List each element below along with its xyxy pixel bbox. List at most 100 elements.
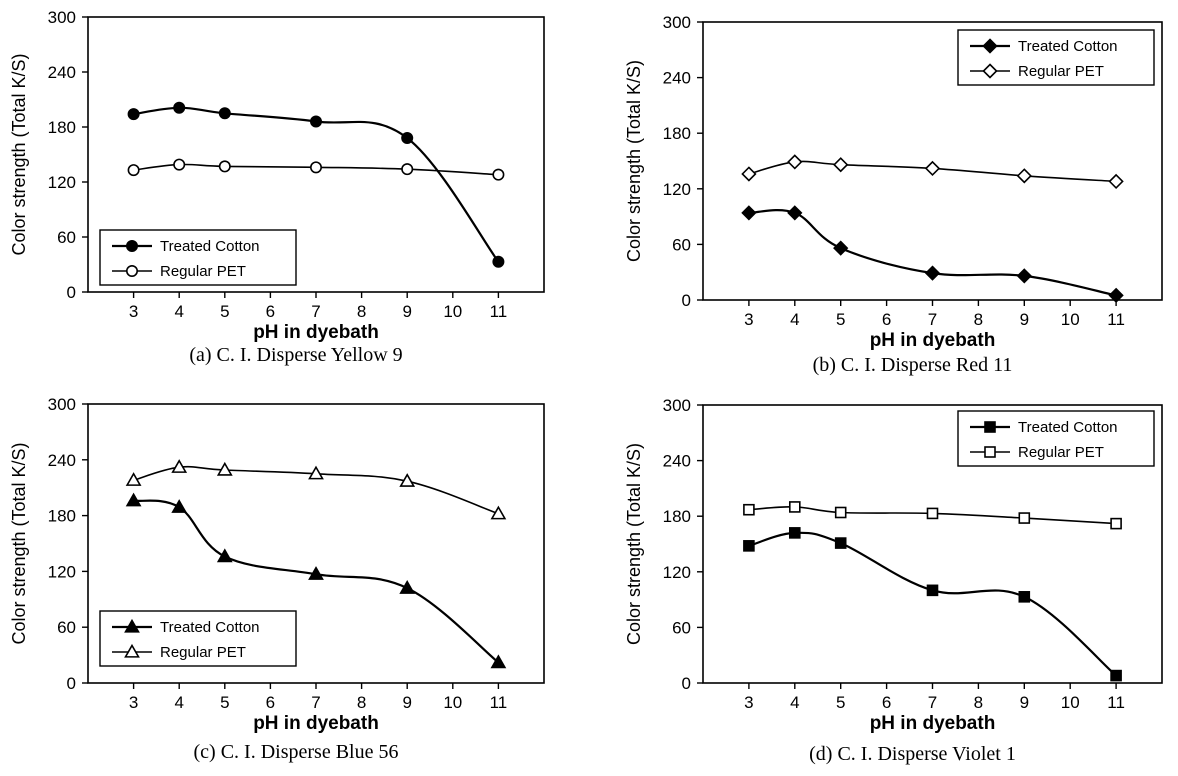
y-axis-label: Color strength (Total K/S) <box>624 60 644 262</box>
legend: Treated Cotton Regular PET <box>957 29 1155 86</box>
x-tick-label: 10 <box>1061 310 1080 329</box>
y-tick-label: 120 <box>663 180 691 199</box>
data-point-series-2 <box>1018 512 1031 524</box>
x-axis-label: pH in dyebath <box>253 322 379 343</box>
data-point-series-1 <box>171 499 188 513</box>
data-point-series-2 <box>743 503 755 516</box>
x-tick-label: 10 <box>1061 693 1080 712</box>
legend-marker <box>126 264 139 277</box>
data-point-series-2 <box>834 506 847 519</box>
y-tick-label: 300 <box>48 8 76 27</box>
data-point-series-1 <box>1016 268 1032 284</box>
y-tick-label: 240 <box>663 452 691 471</box>
y-tick-label: 240 <box>663 69 691 88</box>
data-point-series-1 <box>216 548 233 563</box>
legend-label: Regular PET <box>160 644 246 661</box>
x-tick-label: 7 <box>928 693 937 712</box>
y-axis-label: Color strength (Total K/S) <box>9 53 29 255</box>
x-tick-label: 3 <box>744 693 753 712</box>
legend-marker <box>984 446 996 458</box>
y-tick-label: 60 <box>672 618 691 637</box>
y-tick-label: 60 <box>672 235 691 254</box>
x-tick-label: 9 <box>1020 310 1029 329</box>
data-point-series-1 <box>492 255 505 268</box>
data-point-series-1 <box>308 566 324 580</box>
data-point-series-2 <box>173 158 186 171</box>
x-tick-label: 4 <box>174 693 183 712</box>
chart-panel-3: 0 60 120 180 240 300 3 4 5 6 7 8 9 10 11 pH in dyebath C… <box>9 395 545 763</box>
legend-marker <box>124 618 140 633</box>
x-tick-label: 11 <box>490 693 508 712</box>
y-tick-label: 180 <box>663 124 691 143</box>
data-point-series-1 <box>401 132 414 145</box>
chart-panel-2: 0 60 120 180 240 300 3 4 5 6 7 8 9 10 11 pH in dyebath C… <box>624 13 1163 376</box>
data-point-series-2 <box>788 501 801 513</box>
x-tick-label: 6 <box>882 693 891 712</box>
x-tick-label: 6 <box>882 310 891 329</box>
data-point-series-2 <box>309 161 322 174</box>
data-point-series-2 <box>127 164 140 177</box>
x-tick-label: 8 <box>974 693 983 712</box>
x-tick-label: 9 <box>402 693 411 712</box>
legend-marker <box>126 240 139 253</box>
data-point-series-2 <box>399 473 416 487</box>
legend: Treated Cotton Regular PET <box>99 229 297 286</box>
x-tick-label: 7 <box>928 310 937 329</box>
legend-marker <box>982 63 998 79</box>
x-tick-label: 3 <box>129 693 138 712</box>
x-tick-label: 8 <box>357 302 366 321</box>
x-tick-label: 10 <box>443 302 462 321</box>
data-point-series-2 <box>125 472 142 486</box>
data-point-series-1 <box>924 265 941 281</box>
y-tick-label: 120 <box>48 173 76 192</box>
data-point-series-1 <box>787 205 803 221</box>
y-tick-label: 0 <box>682 674 691 693</box>
data-point-series-2 <box>833 157 849 173</box>
y-tick-label: 240 <box>48 63 76 82</box>
data-point-series-1 <box>127 108 140 121</box>
legend-label: Regular PET <box>1018 63 1104 80</box>
y-axis-label: Color strength (Total K/S) <box>624 443 644 645</box>
data-point-series-1 <box>1108 287 1124 303</box>
data-point-series-1 <box>1018 591 1031 603</box>
x-tick-label: 11 <box>1107 693 1125 712</box>
data-point-series-1 <box>833 240 849 256</box>
legend-marker <box>984 421 996 433</box>
data-point-series-2 <box>1108 173 1124 190</box>
x-axis-label: pH in dyebath <box>253 713 379 734</box>
panel-caption: (d) C. I. Disperse Violet 1 <box>809 743 1016 765</box>
y-tick-label: 120 <box>663 563 691 582</box>
data-point-series-2 <box>490 505 507 520</box>
x-tick-label: 8 <box>974 310 983 329</box>
x-tick-label: 11 <box>1107 310 1125 329</box>
legend-label: Treated Cotton <box>1018 419 1118 436</box>
y-tick-label: 0 <box>67 674 76 693</box>
x-tick-label: 11 <box>490 302 508 321</box>
y-tick-label: 300 <box>663 13 691 32</box>
y-tick-label: 180 <box>48 118 76 137</box>
data-point-series-1 <box>125 492 142 507</box>
data-point-series-2 <box>218 160 231 173</box>
legend-label: Treated Cotton <box>160 619 260 636</box>
panel-caption: (b) C. I. Disperse Red 11 <box>813 354 1013 376</box>
x-tick-label: 5 <box>220 693 229 712</box>
data-point-series-1 <box>490 654 507 669</box>
data-point-series-1 <box>741 205 757 221</box>
chart-panel-1: 0 60 120 180 240 300 3 4 5 6 7 8 9 10 11 pH in dyebath C… <box>9 8 545 366</box>
x-tick-label: 5 <box>220 302 229 321</box>
panel-caption: (c) C. I. Disperse Blue 56 <box>194 741 399 763</box>
data-point-series-1 <box>173 101 186 114</box>
y-tick-label: 0 <box>682 291 691 310</box>
series-line-1 <box>748 209 1117 297</box>
x-tick-label: 10 <box>443 693 462 712</box>
data-point-series-2 <box>216 461 233 476</box>
legend-marker <box>982 38 998 54</box>
y-axis-label: Color strength (Total K/S) <box>9 442 29 644</box>
panel-caption: (a) C. I. Disperse Yellow 9 <box>189 344 402 366</box>
data-point-series-1 <box>834 537 847 549</box>
y-tick-label: 300 <box>663 396 691 415</box>
legend-label: Regular PET <box>1018 444 1104 461</box>
x-axis-label: pH in dyebath <box>870 713 996 734</box>
data-point-series-1 <box>1110 669 1122 682</box>
x-tick-label: 4 <box>790 310 799 329</box>
